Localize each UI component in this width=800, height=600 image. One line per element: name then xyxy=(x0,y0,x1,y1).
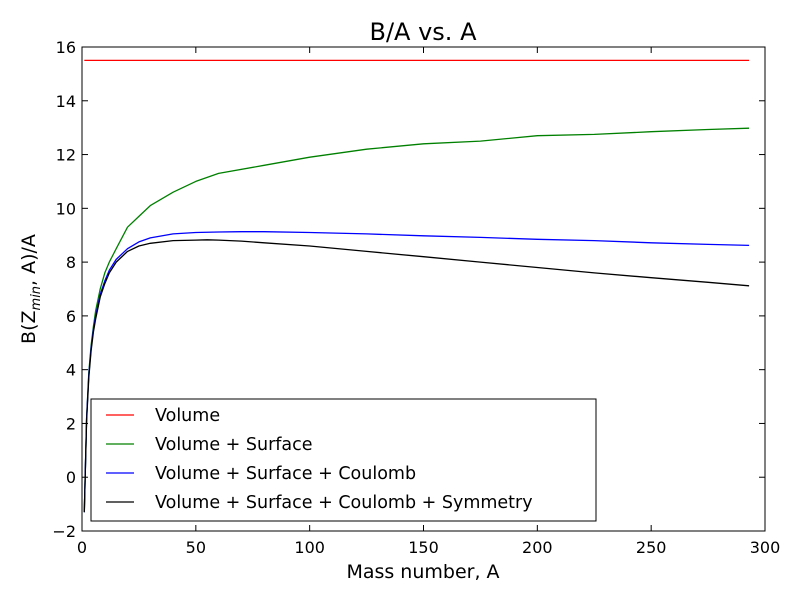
legend-label-2: Volume + Surface + Coulomb xyxy=(155,464,416,484)
y-tick-label: 8 xyxy=(66,253,76,272)
legend-label-1: Volume + Surface xyxy=(155,435,313,455)
x-tick-label: 100 xyxy=(294,538,325,557)
y-tick-label: −2 xyxy=(52,522,76,541)
y-tick-label: 2 xyxy=(66,414,76,433)
y-tick-label: 16 xyxy=(56,38,76,57)
y-axis-label-main: B(Z xyxy=(18,310,40,343)
y-tick-label: 4 xyxy=(66,361,76,380)
y-axis-label-end: , A)/A xyxy=(18,234,40,286)
x-axis-label: Mass number, A xyxy=(346,561,499,583)
y-axis-label-subscript: min xyxy=(29,286,44,311)
legend-label-0: Volume xyxy=(155,406,220,426)
x-tick-label: 150 xyxy=(408,538,439,557)
y-tick-label: 12 xyxy=(56,146,76,165)
x-tick-label: 250 xyxy=(636,538,667,557)
series-layer xyxy=(83,59,750,513)
y-tick-label: 6 xyxy=(66,307,76,326)
y-axis-label: B(Zmin, A)/A xyxy=(18,234,44,344)
x-tick-label: 0 xyxy=(77,538,87,557)
x-tick-label: 300 xyxy=(750,538,781,557)
chart-title: B/A vs. A xyxy=(370,18,478,46)
x-tick-label: 50 xyxy=(186,538,206,557)
y-tick-label: 10 xyxy=(56,199,76,218)
y-tick-label: 14 xyxy=(56,92,76,111)
legend-label-3: Volume + Surface + Coulomb + Symmetry xyxy=(155,493,533,513)
legend-box xyxy=(90,398,597,522)
plot-frame xyxy=(81,46,766,532)
legend-entries: Volume Volume + Surface Volume + Surface +… xyxy=(106,406,533,513)
series-line-3 xyxy=(83,239,750,513)
legend: Volume Volume + Surface Volume + Surface +… xyxy=(90,398,597,522)
x-tick-label: 200 xyxy=(522,538,553,557)
y-tick-label: 0 xyxy=(66,468,76,487)
